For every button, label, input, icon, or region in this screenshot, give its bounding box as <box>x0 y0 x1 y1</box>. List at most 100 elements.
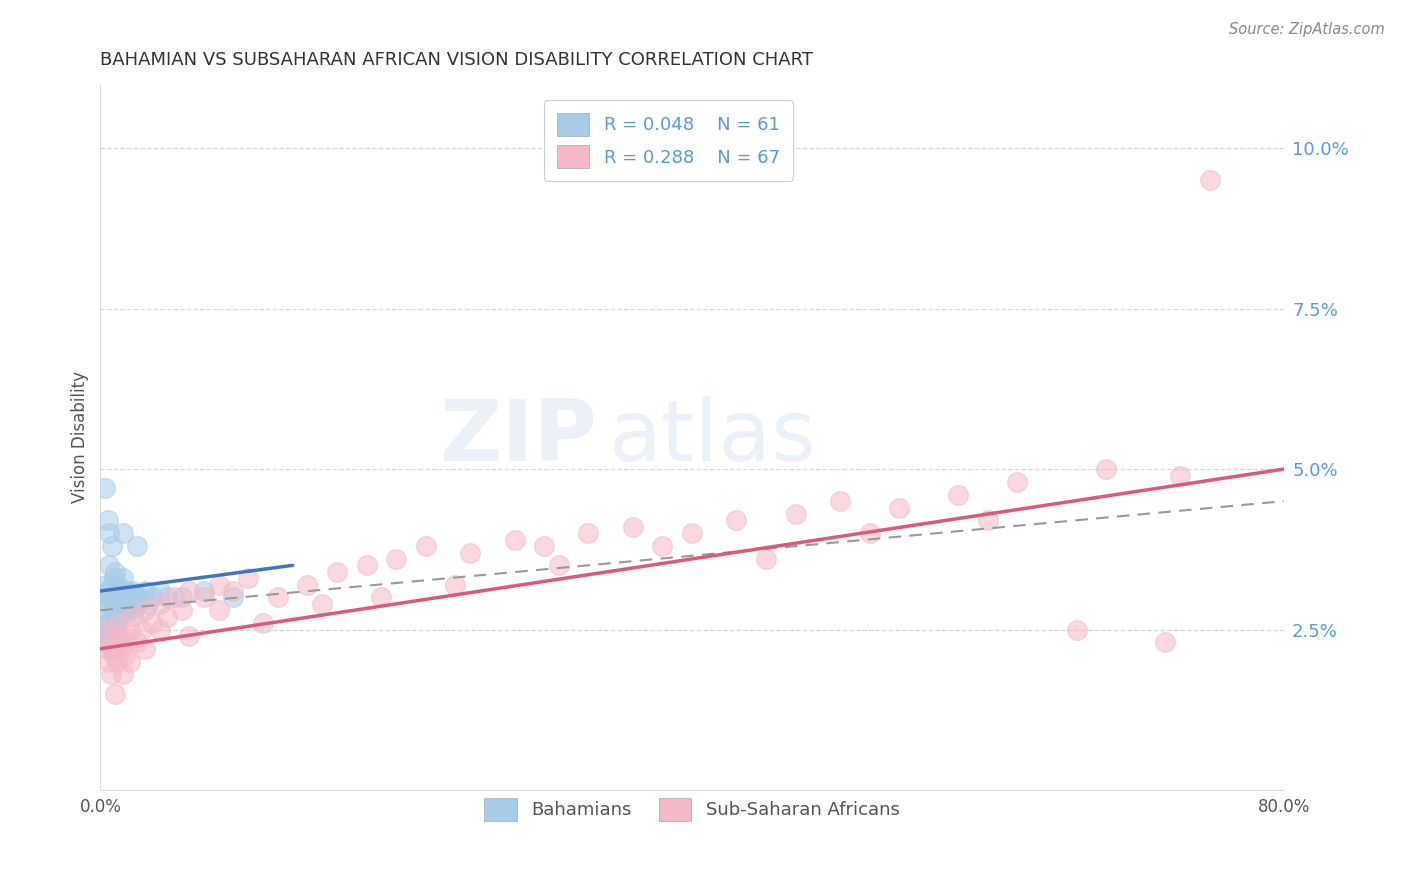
Point <box>111 571 134 585</box>
Point <box>100 591 122 605</box>
Point <box>110 597 132 611</box>
Point <box>101 539 124 553</box>
Point <box>134 584 156 599</box>
Point <box>444 577 467 591</box>
Point <box>97 616 120 631</box>
Point <box>94 481 117 495</box>
Point <box>112 591 135 605</box>
Point <box>94 603 117 617</box>
Y-axis label: Vision Disability: Vision Disability <box>72 371 89 503</box>
Point <box>105 584 128 599</box>
Point <box>118 623 141 637</box>
Point <box>118 591 141 605</box>
Point <box>97 641 120 656</box>
Point <box>503 533 526 547</box>
Point <box>1095 462 1118 476</box>
Point <box>134 641 156 656</box>
Point <box>111 667 134 681</box>
Point <box>98 655 121 669</box>
Point <box>311 597 333 611</box>
Point <box>122 609 145 624</box>
Point <box>104 623 127 637</box>
Point <box>91 591 114 605</box>
Point <box>681 526 703 541</box>
Point <box>134 603 156 617</box>
Point <box>1066 623 1088 637</box>
Point <box>104 629 127 643</box>
Point <box>828 494 851 508</box>
Point <box>297 577 319 591</box>
Point <box>96 577 118 591</box>
Point <box>125 591 148 605</box>
Point <box>193 584 215 599</box>
Point <box>156 609 179 624</box>
Point <box>129 591 152 605</box>
Point <box>104 687 127 701</box>
Point <box>533 539 555 553</box>
Point <box>141 616 163 631</box>
Point <box>170 591 193 605</box>
Point <box>124 603 146 617</box>
Point <box>356 558 378 573</box>
Point <box>114 597 136 611</box>
Point <box>100 667 122 681</box>
Point <box>96 635 118 649</box>
Point <box>651 539 673 553</box>
Point <box>105 635 128 649</box>
Point <box>267 591 290 605</box>
Point <box>136 597 159 611</box>
Point <box>948 488 970 502</box>
Point <box>548 558 571 573</box>
Point <box>108 635 131 649</box>
Point <box>103 629 125 643</box>
Text: ZIP: ZIP <box>440 395 598 478</box>
Point <box>170 603 193 617</box>
Point <box>100 635 122 649</box>
Point <box>112 603 135 617</box>
Point <box>101 623 124 637</box>
Point <box>103 603 125 617</box>
Point <box>156 591 179 605</box>
Point <box>725 513 748 527</box>
Point <box>111 584 134 599</box>
Point <box>1007 475 1029 489</box>
Point <box>755 552 778 566</box>
Point <box>127 635 149 649</box>
Point <box>101 641 124 656</box>
Point <box>97 629 120 643</box>
Point <box>326 565 349 579</box>
Point <box>1168 468 1191 483</box>
Point <box>120 597 142 611</box>
Point <box>148 597 170 611</box>
Point <box>100 609 122 624</box>
Point <box>103 571 125 585</box>
Point <box>104 591 127 605</box>
Point <box>177 629 200 643</box>
Point <box>111 526 134 541</box>
Point <box>141 591 163 605</box>
Point <box>785 507 807 521</box>
Point <box>887 500 910 515</box>
Point <box>578 526 600 541</box>
Point <box>94 623 117 637</box>
Point <box>97 513 120 527</box>
Point <box>98 597 121 611</box>
Text: BAHAMIAN VS SUBSAHARAN AFRICAN VISION DISABILITY CORRELATION CHART: BAHAMIAN VS SUBSAHARAN AFRICAN VISION DI… <box>100 51 813 69</box>
Point <box>148 623 170 637</box>
Point <box>131 623 153 637</box>
Point <box>114 648 136 662</box>
Point <box>858 526 880 541</box>
Text: atlas: atlas <box>609 395 817 478</box>
Point <box>108 591 131 605</box>
Point <box>621 520 644 534</box>
Point <box>103 648 125 662</box>
Point <box>107 577 129 591</box>
Point <box>98 558 121 573</box>
Point <box>127 597 149 611</box>
Point <box>1198 173 1220 187</box>
Point <box>97 584 120 599</box>
Point <box>163 591 186 605</box>
Point <box>208 603 231 617</box>
Point <box>98 623 121 637</box>
Point <box>222 591 245 605</box>
